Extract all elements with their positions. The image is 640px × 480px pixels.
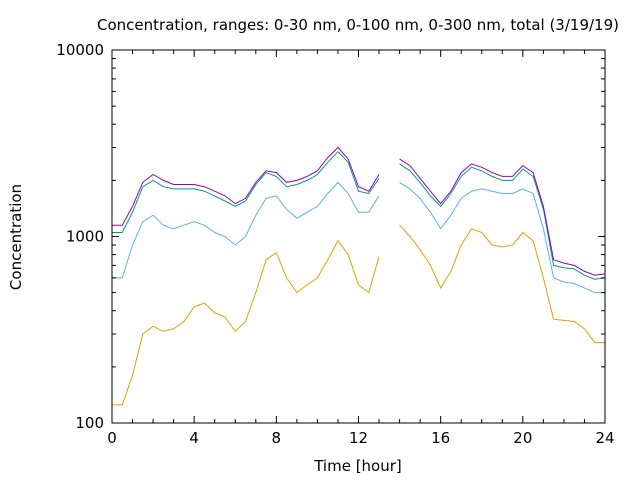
x-axis-label: Time [hour] — [313, 457, 402, 475]
ticks-group: 0 4 8 12 16 20 24 100 1000 10000 — [56, 41, 614, 447]
x-tick-label: 20 — [513, 429, 532, 447]
y-tick-label: 1000 — [66, 228, 104, 246]
y-tick-label: 10000 — [56, 41, 104, 59]
series-line-3 — [112, 150, 606, 280]
x-tick-label: 8 — [272, 429, 282, 447]
series-line-4 — [112, 146, 606, 276]
x-tick-label: 12 — [349, 429, 368, 447]
x-tick-label: 24 — [595, 429, 614, 447]
series-group — [112, 146, 606, 406]
chart-title: Concentration, ranges: 0-30 nm, 0-100 nm… — [97, 16, 619, 34]
plot-frame — [111, 49, 606, 424]
y-tick-label: 100 — [75, 414, 104, 432]
y-axis-label: Concentration — [7, 184, 25, 290]
x-tick-label: 4 — [189, 429, 199, 447]
series-line-2 — [112, 181, 605, 294]
x-tick-label: 16 — [431, 429, 450, 447]
x-tick-label: 0 — [107, 429, 117, 447]
series-line-1 — [112, 224, 605, 406]
